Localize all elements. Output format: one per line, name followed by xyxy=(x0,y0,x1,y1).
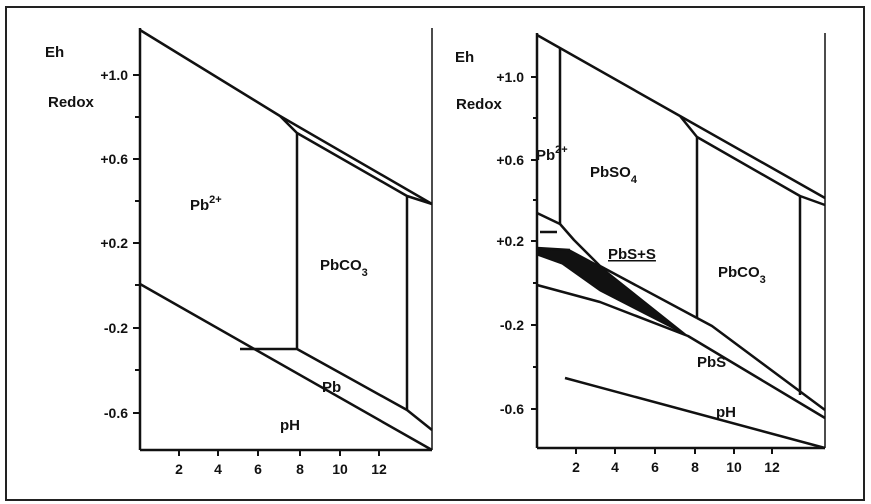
right-x-tick-label: 12 xyxy=(764,459,780,475)
right-field-pb2-sup: 2+ xyxy=(555,144,568,156)
left-field-ph: pH xyxy=(280,417,300,434)
right-y-tick-label: -0.6 xyxy=(500,401,524,417)
left-field-pb: Pb xyxy=(322,379,341,396)
figure-border xyxy=(5,6,865,501)
right-field-pbso4: PbSO4 xyxy=(590,164,638,186)
right-y-tick-label: +0.2 xyxy=(496,233,524,249)
left-diagram: +1.0 +0.6 +0.2 -0.2 -0.6 Eh Redox 2 4 6 … xyxy=(45,28,433,477)
right-x-tick-label: 4 xyxy=(611,459,619,475)
right-y-tick-label: -0.2 xyxy=(500,317,524,333)
left-x-tick-label: 12 xyxy=(371,461,387,477)
left-x-tick-label: 2 xyxy=(175,461,183,477)
left-y-tick-marks xyxy=(133,74,140,414)
right-redox-label: Redox xyxy=(456,96,503,113)
right-y-tick-label: +1.0 xyxy=(496,69,524,85)
right-y-tick-label: +0.6 xyxy=(496,152,524,168)
right-y-tick-marks xyxy=(531,76,537,410)
right-field-pbso4-sub: 4 xyxy=(631,174,638,186)
right-x-tick-label: 6 xyxy=(651,459,659,475)
right-eh-label: Eh xyxy=(455,49,474,66)
left-field-pb2: Pb2+ xyxy=(190,194,222,214)
left-field-boundaries xyxy=(139,28,433,452)
left-x-tick-label: 8 xyxy=(296,461,304,477)
left-x-tick-label: 6 xyxy=(254,461,262,477)
left-field-pbco3-sub: 3 xyxy=(362,267,368,279)
left-x-tick-marks xyxy=(178,450,380,456)
left-field-pbco3: PbCO3 xyxy=(320,257,368,279)
right-field-pbco3: PbCO3 xyxy=(718,264,766,286)
right-pbs-s-region xyxy=(536,247,689,337)
left-y-tick-label: +1.0 xyxy=(100,67,128,83)
left-x-tick-label: 10 xyxy=(332,461,348,477)
right-field-pbso4-base: PbSO xyxy=(590,164,631,181)
left-field-pbco3-base: PbCO xyxy=(320,257,362,274)
right-x-tick-label: 10 xyxy=(726,459,742,475)
right-field-pb2: Pb2+ xyxy=(536,144,568,164)
left-y-tick-label: -0.2 xyxy=(104,320,128,336)
right-x-tick-marks xyxy=(575,448,773,454)
right-field-pb2-base: Pb xyxy=(536,147,555,164)
right-x-tick-label: 8 xyxy=(691,459,699,475)
left-eh-label: Eh xyxy=(45,44,64,61)
left-y-tick-label: +0.2 xyxy=(100,235,128,251)
left-y-tick-label: -0.6 xyxy=(104,405,128,421)
left-redox-label: Redox xyxy=(48,94,95,111)
right-field-pbco3-sub: 3 xyxy=(760,274,766,286)
left-x-tick-label: 4 xyxy=(214,461,222,477)
right-field-pbs-s: PbS+S xyxy=(608,246,656,263)
right-field-boundaries xyxy=(536,33,826,450)
right-field-pbs: PbS xyxy=(697,354,726,371)
right-diagram: +1.0 +0.6 +0.2 -0.2 -0.6 Eh Redox 2 4 6 … xyxy=(455,33,826,475)
left-field-pb2-base: Pb xyxy=(190,197,209,214)
right-x-tick-label: 2 xyxy=(572,459,580,475)
right-field-ph: pH xyxy=(716,404,736,421)
left-y-tick-label: +0.6 xyxy=(100,151,128,167)
left-field-pb2-sup: 2+ xyxy=(209,194,222,206)
right-field-pbco3-base: PbCO xyxy=(718,264,760,281)
